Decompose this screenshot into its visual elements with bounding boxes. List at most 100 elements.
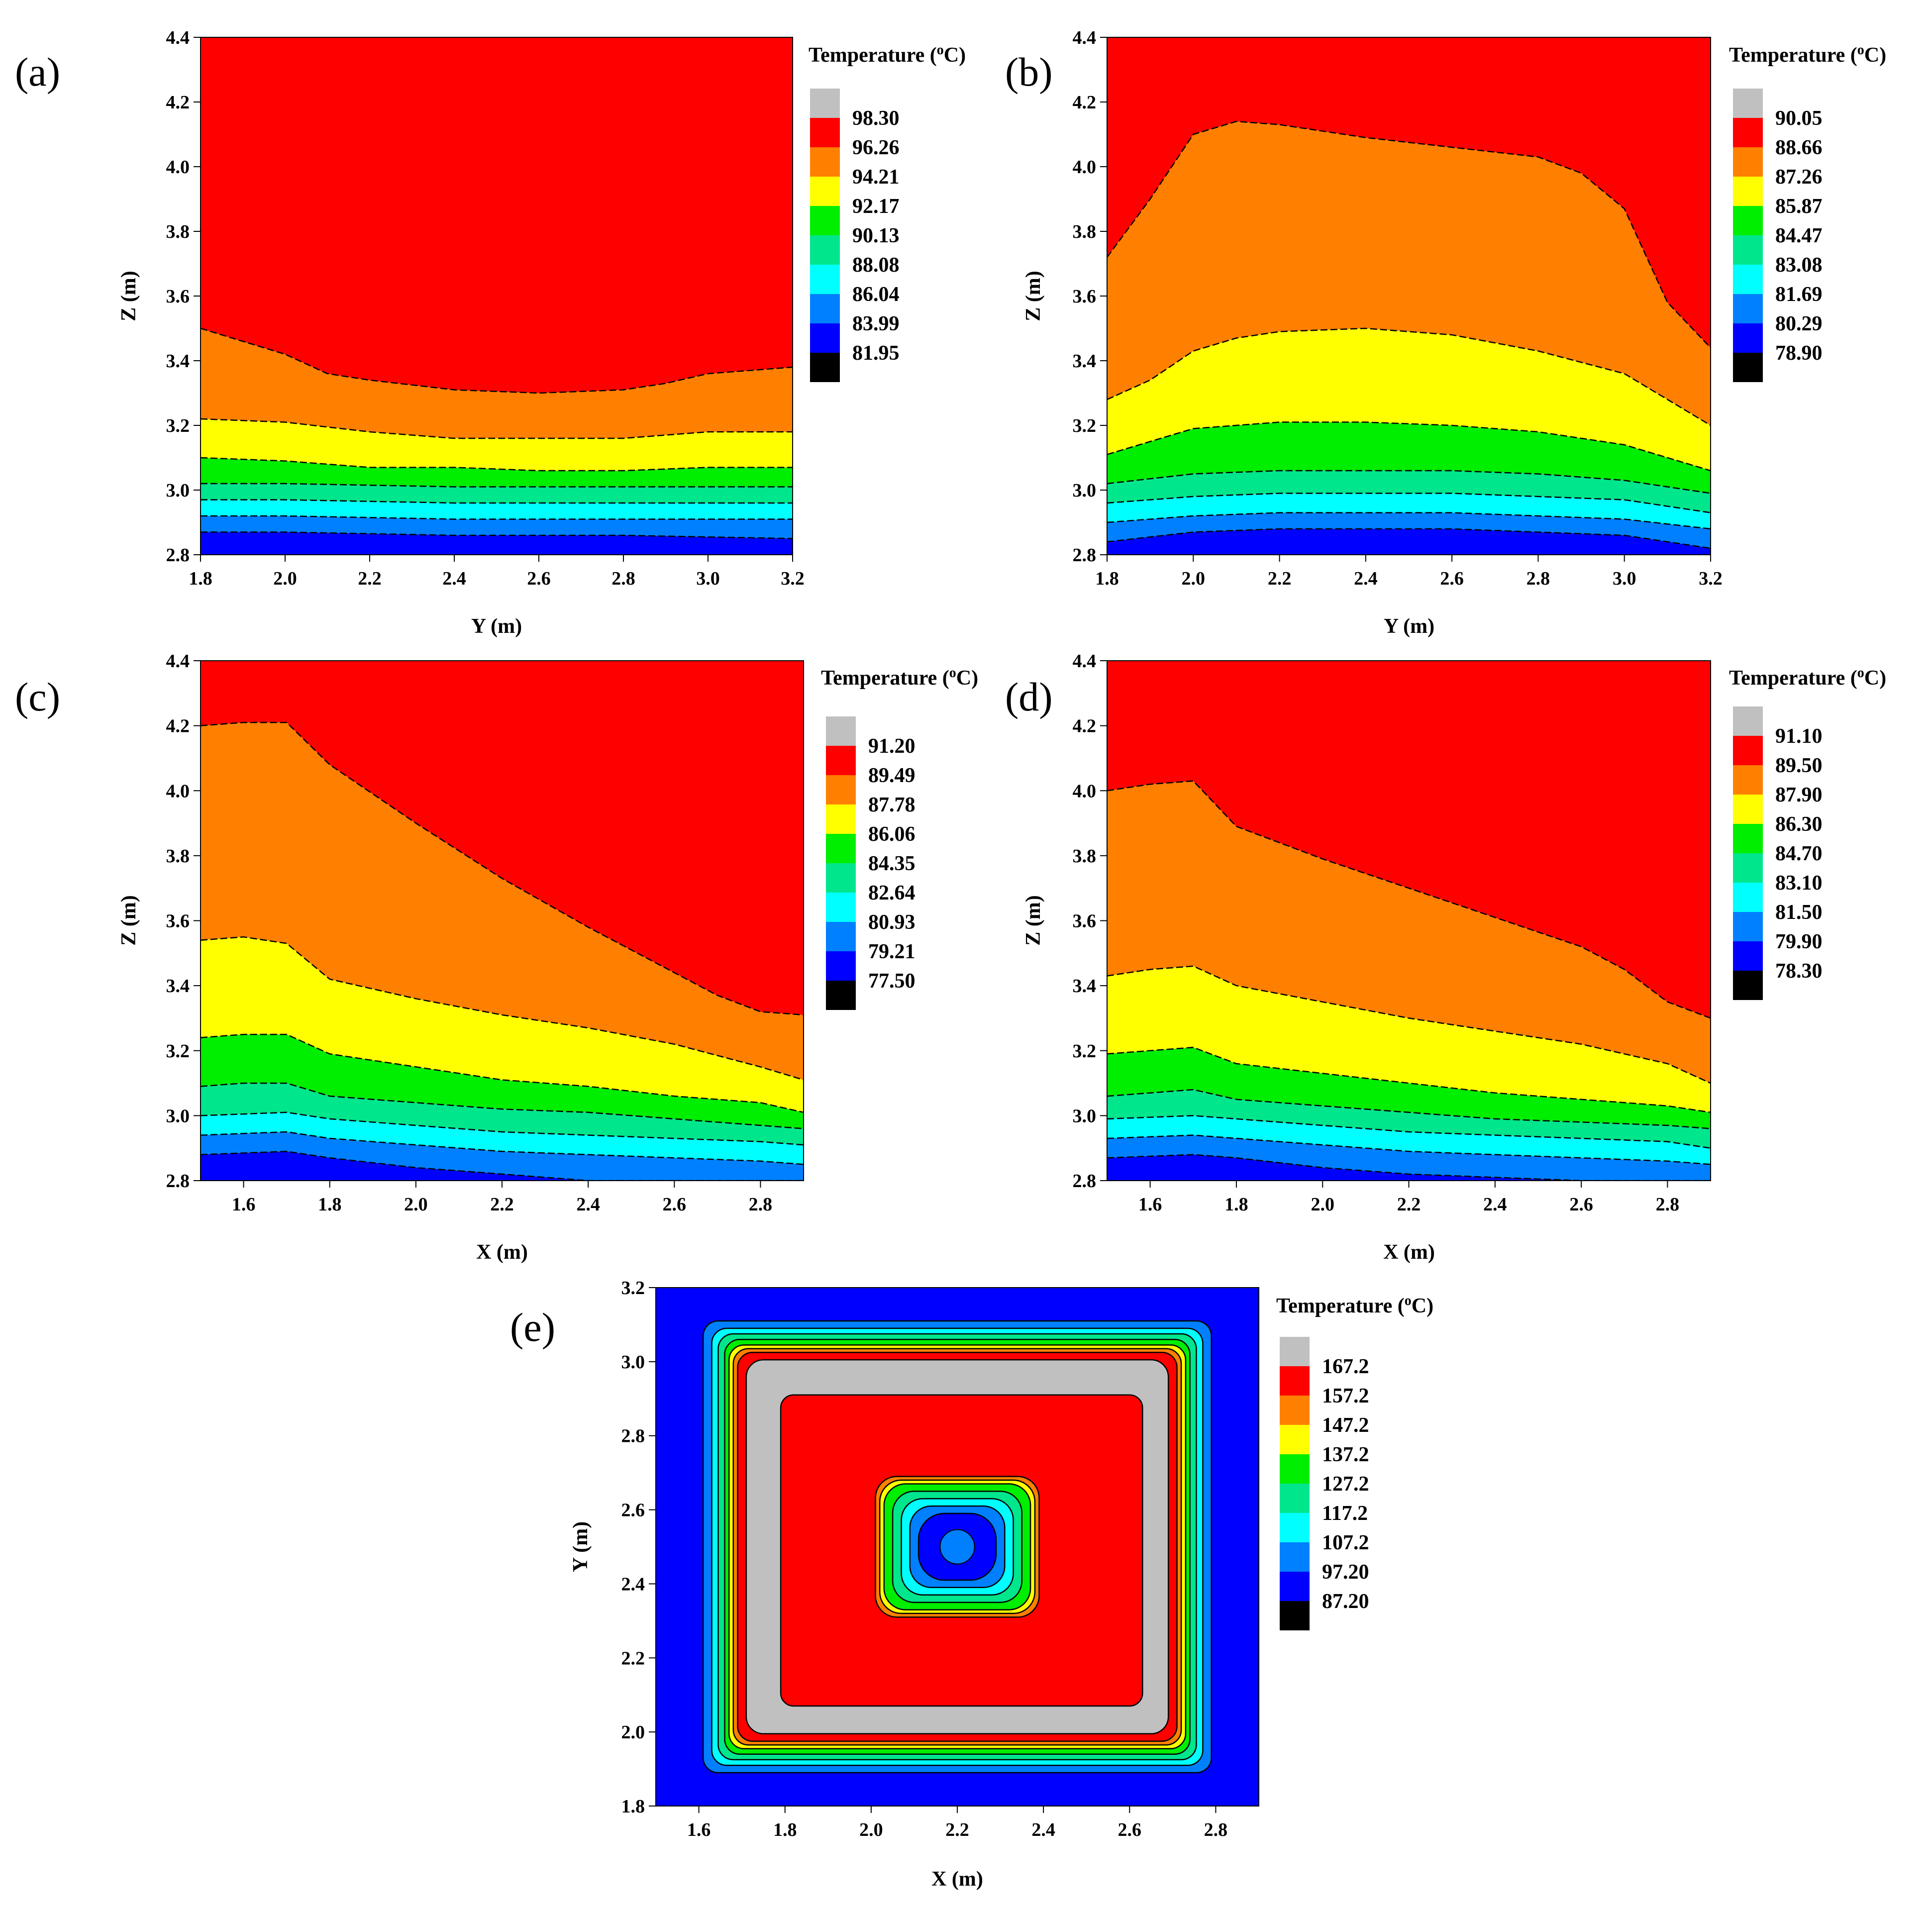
- contour-line: [201, 499, 793, 504]
- legend-swatch: [1733, 912, 1763, 941]
- legend-level-label: 84.35: [868, 852, 915, 875]
- x-tick-label: 2.2: [490, 1194, 514, 1215]
- x-tick-label: 1.8: [189, 568, 212, 589]
- panel-b: (b) 1.8 2.0 2.2 2.4 2.6 2.8 3.0 3.2 2.8 3.0 3.2 3.4…: [1005, 27, 1886, 638]
- legend-level-label: 80.93: [868, 911, 915, 934]
- legend-swatch: [1733, 824, 1763, 853]
- legend-swatch: [1733, 118, 1763, 147]
- y-tick-label: 3.4: [1073, 976, 1097, 997]
- legend-level-label: 82.64: [868, 882, 915, 904]
- legend-level-label: 81.69: [1775, 283, 1823, 306]
- x-tick-label: 2.6: [1569, 1194, 1593, 1215]
- contour-line: [201, 418, 793, 439]
- y-tick-label: 2.8: [166, 1171, 190, 1192]
- x-tick-label: 2.2: [945, 1819, 969, 1840]
- center-spot: [939, 1529, 975, 1565]
- x-tick-label: 2.0: [273, 568, 297, 589]
- contour-line: [201, 936, 804, 1081]
- y-tick-label: 2.8: [1073, 1171, 1097, 1192]
- panel-c: (c) 1.6 1.8 2.0 2.2 2.4 2.6 2.8 2.8 3.0 3.2 3.4 3.6…: [15, 651, 978, 1264]
- y-tick-label: 4.0: [1073, 157, 1097, 178]
- contour-line: [1107, 470, 1711, 494]
- contour-line: [201, 457, 793, 472]
- y-tick-label: 1.8: [621, 1796, 645, 1817]
- x-tick-label: 2.0: [404, 1194, 428, 1215]
- legend-level-label: 85.87: [1775, 195, 1823, 218]
- y-tick-label: 3.0: [1073, 480, 1097, 501]
- legend-swatch: [810, 147, 840, 177]
- legend-level-label: 87.20: [1322, 1590, 1369, 1613]
- y-tick-label: 3.2: [166, 415, 190, 436]
- legend-swatch: [1733, 941, 1763, 971]
- legend-swatch: [810, 89, 840, 118]
- y-tick-label: 4.0: [166, 781, 190, 802]
- legend-swatch: [1280, 1513, 1310, 1542]
- y-tick-label: 3.6: [1073, 286, 1097, 307]
- legend-swatch: [810, 323, 840, 353]
- legend-swatch: [1733, 206, 1763, 235]
- contour-line: [201, 1131, 804, 1165]
- legend-level-label: 88.08: [852, 254, 900, 277]
- contour-line: [1107, 780, 1711, 1019]
- legend-e: 167.2 157.2 147.2 137.2 127.2 117.2 107.2 97.20…: [1280, 1337, 1369, 1630]
- x-tick-label: 2.2: [358, 568, 382, 589]
- legend-swatch: [1733, 736, 1763, 765]
- legend-title-sup: o: [1857, 665, 1864, 681]
- panel-d-label: (d): [1005, 674, 1053, 719]
- legend-level-label: 86.04: [852, 283, 900, 306]
- legend-level-label: 86.06: [868, 823, 915, 846]
- legend-title-unit: C): [956, 667, 978, 690]
- x-tick-label: 1.8: [318, 1194, 342, 1215]
- x-tick-label: 2.8: [611, 568, 635, 589]
- x-tick-label: 2.8: [749, 1194, 773, 1215]
- contour-line: [1107, 1154, 1711, 1181]
- x-tick-label: 3.2: [781, 568, 805, 589]
- x-axis-label-d: X (m): [1383, 1241, 1435, 1264]
- y-tick-label: 3.2: [166, 1041, 190, 1062]
- x-tick-label: 2.6: [527, 568, 551, 589]
- y-tick-label: 4.0: [1073, 781, 1097, 802]
- legend-level-label: 147.2: [1322, 1414, 1369, 1437]
- x-tick-label: 2.6: [1118, 1819, 1142, 1840]
- legend-level-label: 84.70: [1775, 842, 1823, 865]
- legend-title-sup: o: [1405, 1293, 1412, 1308]
- contour-regions-a: [201, 37, 793, 555]
- legend-swatch: [1733, 294, 1763, 323]
- legend-swatch: [826, 951, 856, 981]
- legend-level-label: 127.2: [1322, 1473, 1369, 1496]
- legend-level-label: 167.2: [1322, 1355, 1369, 1378]
- x-tick-label: 2.0: [1311, 1194, 1334, 1215]
- panel-a-label: (a): [15, 49, 60, 95]
- contour-line: [201, 1111, 804, 1146]
- contour-line: [1107, 1115, 1711, 1149]
- legend-title-c: Temperature (oC): [821, 665, 978, 690]
- legend-level-label: 87.26: [1775, 166, 1823, 189]
- x-tick-label: 2.4: [1354, 568, 1378, 589]
- x-tick-label: 2.2: [1397, 1194, 1421, 1215]
- x-tick-label: 1.6: [1138, 1194, 1162, 1215]
- legend-title-text: Temperature (: [1729, 44, 1857, 67]
- contour-line: [1107, 493, 1711, 513]
- legend-swatch: [1733, 795, 1763, 824]
- legend-level-label: 89.50: [1775, 754, 1823, 777]
- y-tick-label: 3.4: [166, 976, 190, 997]
- y-tick-label: 3.4: [166, 351, 190, 372]
- legend-level-label: 87.90: [1775, 784, 1823, 806]
- contour-region: [1107, 1154, 1711, 1181]
- x-tick-label: 2.6: [1440, 568, 1464, 589]
- legend-swatch: [1733, 765, 1763, 795]
- legend-swatch: [1733, 706, 1763, 736]
- contour-line: [201, 531, 793, 539]
- y-tick-label: 4.4: [166, 27, 190, 48]
- legend-level-label: 77.50: [868, 970, 915, 993]
- legend-level-label: 90.05: [1775, 107, 1823, 130]
- legend-swatch: [826, 804, 856, 834]
- legend-level-label: 91.10: [1775, 725, 1823, 748]
- y-tick-label: 4.2: [1073, 716, 1097, 737]
- legend-swatch: [810, 294, 840, 323]
- x-tick-label: 2.4: [1031, 1819, 1055, 1840]
- legend-title-sup: o: [1857, 42, 1864, 58]
- contour-line: [201, 327, 793, 394]
- y-tick-label: 2.2: [621, 1648, 645, 1669]
